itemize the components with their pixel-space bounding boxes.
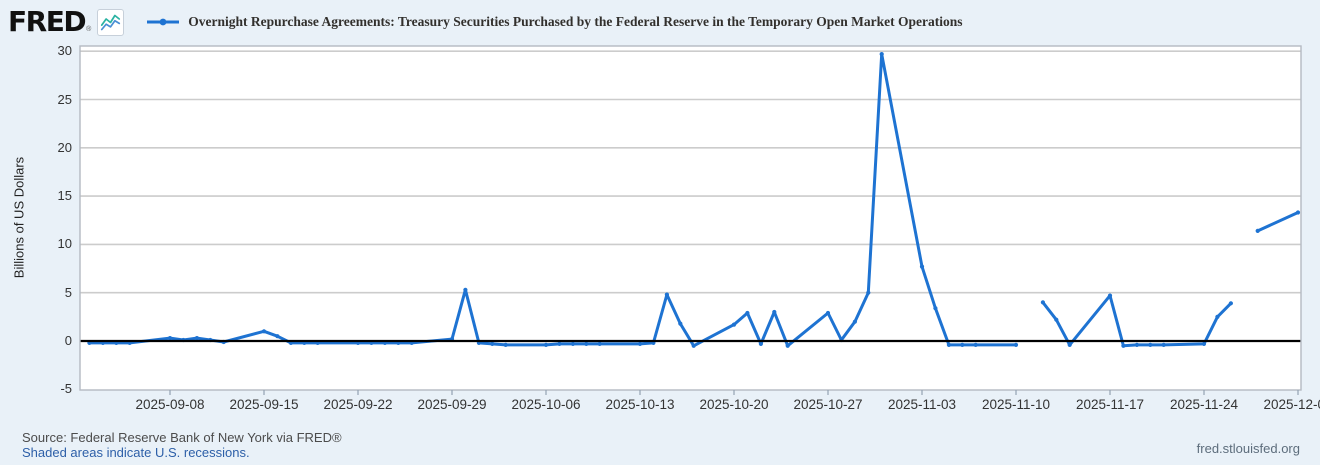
chart-title: Overnight Repurchase Agreements: Treasur… [188,14,963,29]
x-tick-label: 2025-11-17 [1075,397,1145,412]
chart-header: FRED ® Overnight Repurchase Agreements: … [8,6,963,38]
y-tick-label: 5 [64,285,72,300]
y-tick-label: 10 [57,236,72,251]
y-tick-label: -5 [60,381,72,396]
y-tick-label: 20 [57,140,72,155]
fred-sparkline-icon [97,8,125,36]
x-tick-label: 2025-10-06 [511,397,581,412]
fred-logo-registered-mark: ® [86,26,92,33]
x-tick-label: 2025-09-15 [229,397,299,412]
x-tick-label: 2025-10-20 [699,397,769,412]
x-tick-label: 2025-11-10 [981,397,1051,412]
x-tick-label: 2025-11-03 [887,397,957,412]
x-tick-label: 2025-09-22 [323,397,393,412]
x-tick-label: 2025-10-27 [793,397,863,412]
x-tick-label: 2025-09-08 [135,397,205,412]
y-tick-label: 25 [57,92,72,107]
source-text: Source: Federal Reserve Bank of New York… [22,430,342,445]
fred-logo[interactable]: FRED ® [8,5,92,38]
x-tick-label: 2025-10-13 [605,397,675,412]
fred-logo-text: FRED [8,5,87,38]
x-tick-label: 2025-11-24 [1169,397,1239,412]
fred-site-link[interactable]: fred.stlouisfed.org [1196,441,1300,456]
x-tick-label: 2025-12-01 [1263,397,1320,412]
series-legend-line-icon [146,17,180,27]
recessions-link[interactable]: Shaded areas indicate U.S. recessions. [22,445,250,460]
x-tick-label: 2025-09-29 [417,397,487,412]
y-tick-label: 15 [57,188,72,203]
y-tick-label: 0 [64,333,72,348]
y-tick-label: 30 [57,43,72,58]
y-axis-title: Billions of US Dollars [11,156,27,279]
